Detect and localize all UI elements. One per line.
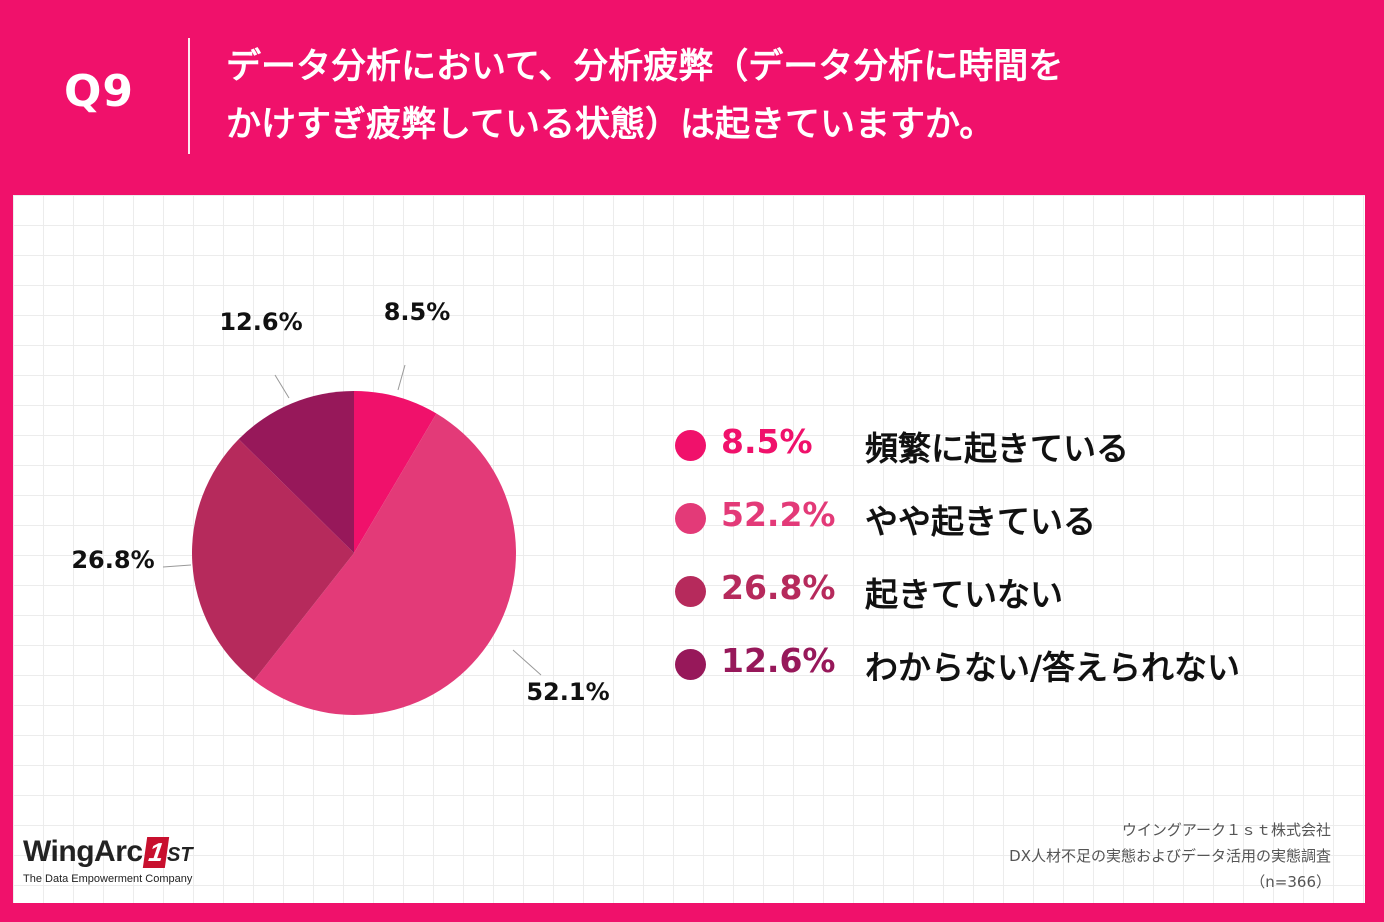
- legend-dot-icon: [675, 503, 706, 534]
- question-line-2: かけすぎ疲弊している状態）は起きていますか。: [226, 105, 995, 145]
- logo-tagline: The Data Empowerment Company: [23, 873, 193, 885]
- pie-slice: [238, 391, 354, 553]
- chart-panel: 8.5% 52.1% 26.8% 12.6% 8.5% 頻繁に起きている 52.2% …: [13, 195, 1365, 903]
- legend-label: 頻繁に起きている: [865, 429, 1129, 468]
- legend-label: わからない/答えられない: [865, 648, 1241, 687]
- pie-slice: [354, 391, 437, 553]
- source-survey: DX人材不足の実態およびデータ活用の実態調査: [1009, 847, 1331, 865]
- legend-label: やや起きている: [865, 502, 1096, 541]
- question-number: Q9: [64, 66, 135, 117]
- slice-data-label: 12.6%: [219, 308, 302, 336]
- wingarc-logo: WingArc 1ST The Data Empowerment Company: [23, 835, 193, 885]
- legend-dot-icon: [675, 649, 706, 680]
- source-sample: （n=366）: [1250, 873, 1331, 891]
- source-note: ウイングアーク１ｓｔ株式会社 DX人材不足の実態およびデータ活用の実態調査 （n…: [1009, 817, 1331, 895]
- pie-slice: [191, 439, 354, 681]
- legend-label: 起きていない: [865, 575, 1063, 614]
- legend-percent: 52.2%: [721, 495, 836, 534]
- legend-dot-icon: [675, 576, 706, 607]
- pie-chart: 8.5% 52.1% 26.8% 12.6%: [71, 298, 610, 715]
- logo-st-mark: ST: [167, 844, 193, 866]
- question-line-1: データ分析において、分析疲弊（データ分析に時間を: [226, 47, 1064, 87]
- leader-line: [512, 649, 542, 676]
- pie-slice: [253, 413, 516, 715]
- source-company: ウイングアーク１ｓｔ株式会社: [1121, 821, 1331, 839]
- logo-wordmark: WingArc: [23, 835, 143, 868]
- leader-line: [162, 564, 192, 568]
- header-divider: [188, 38, 190, 154]
- legend-percent: 12.6%: [721, 641, 836, 680]
- slice-data-label: 8.5%: [384, 298, 451, 326]
- slice-data-label: 26.8%: [71, 546, 154, 574]
- legend-dot-icon: [675, 430, 706, 461]
- leader-line: [274, 374, 290, 399]
- slice-data-label: 52.1%: [526, 678, 609, 706]
- leader-line: [397, 364, 406, 391]
- logo-one-mark: 1: [142, 837, 170, 868]
- legend-percent: 8.5%: [721, 422, 813, 461]
- question-text: データ分析において、分析疲弊（データ分析に時間を かけすぎ疲弊している状態）は起…: [226, 38, 1326, 154]
- legend-percent: 26.8%: [721, 568, 836, 607]
- question-header: Q9 データ分析において、分析疲弊（データ分析に時間を かけすぎ疲弊している状態…: [0, 0, 1384, 195]
